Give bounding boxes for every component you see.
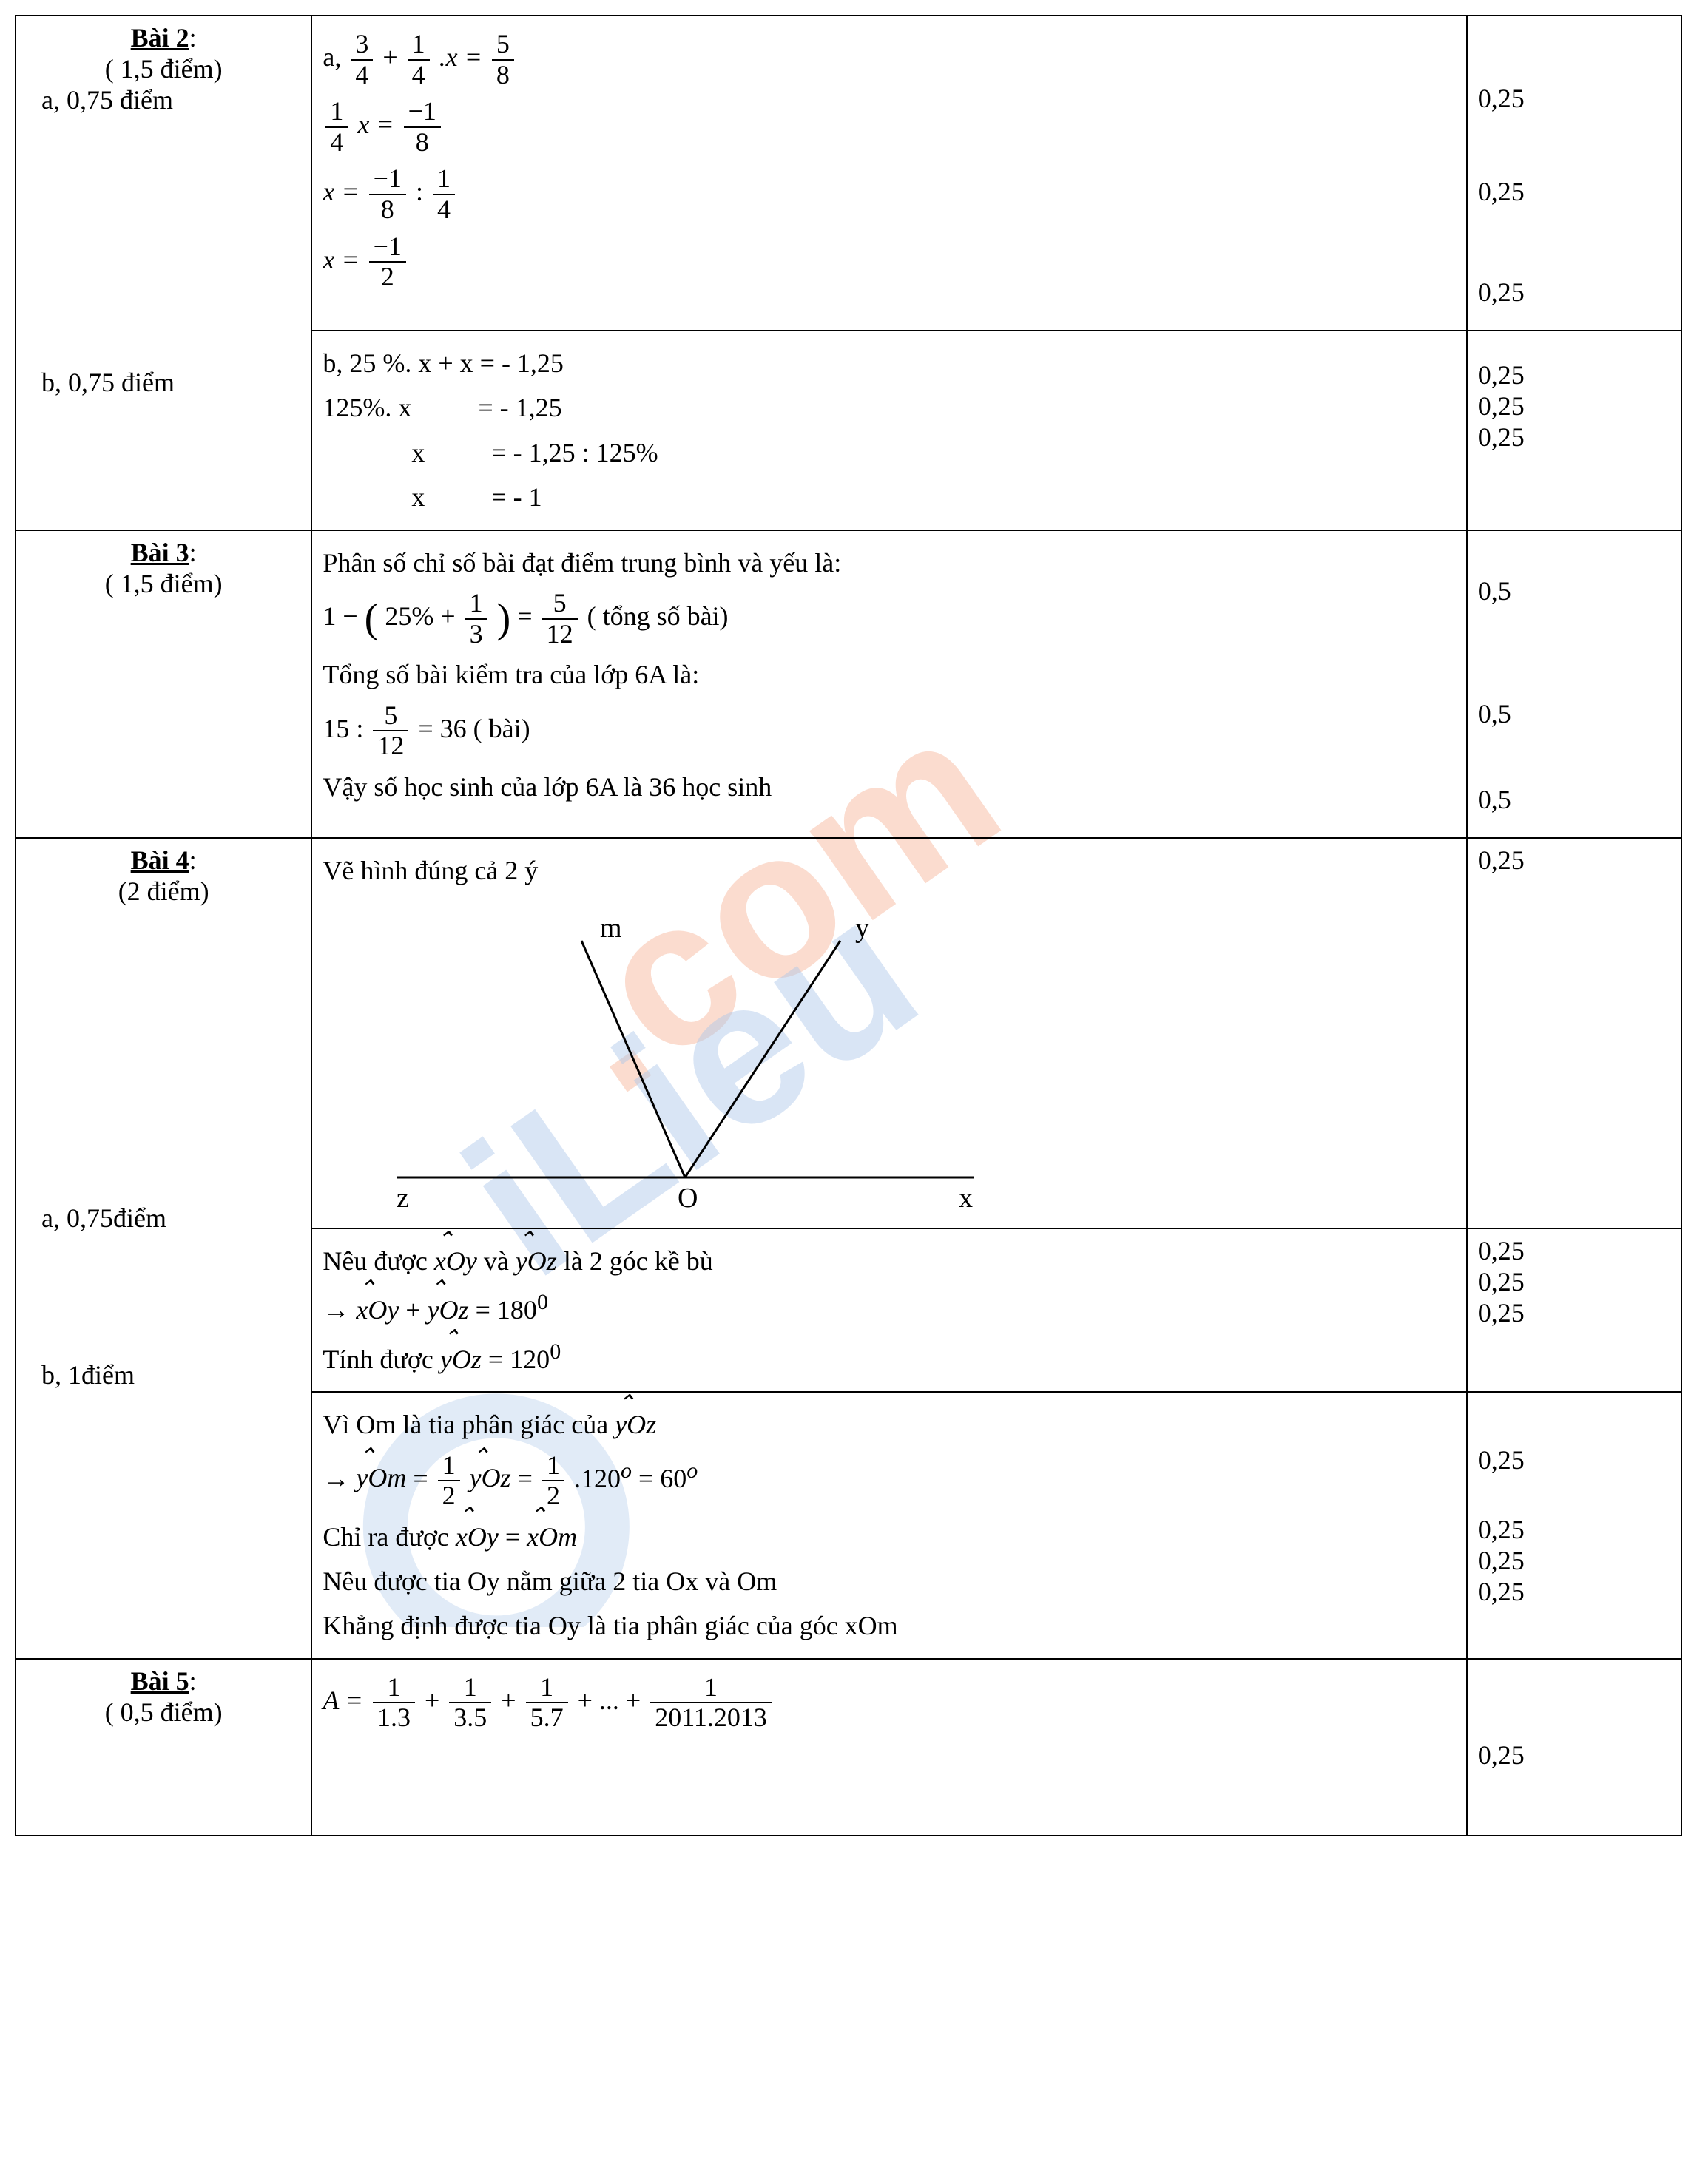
bai3-title: Bài 3 bbox=[131, 538, 189, 567]
bai4-b-label: b, 1điểm bbox=[27, 1359, 300, 1390]
label-y: y bbox=[855, 913, 869, 944]
bai2-a-content: a, 34 + 14 .x = 58 14 x = −18 x = −18 : … bbox=[311, 16, 1466, 331]
bai2-b-scores: 0,25 0,25 0,25 bbox=[1467, 331, 1681, 530]
bai5-points: ( 0,5 điểm) bbox=[27, 1697, 300, 1728]
bai5-title: Bài 5 bbox=[131, 1666, 189, 1696]
label-O: O bbox=[678, 1183, 698, 1214]
bai3-label-cell: Bài 3: ( 1,5 điểm) bbox=[16, 530, 311, 838]
grading-table: Bài 2: ( 1,5 điểm) a, 0,75 điểm b, 0,75 … bbox=[15, 15, 1682, 1836]
bai5-content: A = 11.3 + 13.5 + 15.7 + ... + 12011.201… bbox=[311, 1659, 1466, 1836]
bai4-a-scores: 0,25 0,25 0,25 bbox=[1467, 1228, 1681, 1392]
label-x: x bbox=[959, 1183, 973, 1214]
bai3-points: ( 1,5 điểm) bbox=[27, 568, 300, 599]
bai2-b-content: b, 25 %. x + x = - 1,25 125%. x = - 1,25… bbox=[311, 331, 1466, 530]
bai3-scores: 0,5 0,5 0,5 bbox=[1467, 530, 1681, 838]
label-z: z bbox=[397, 1183, 409, 1214]
bai2a-prefix: a, bbox=[323, 42, 348, 72]
bai2-b-label: b, 0,75 điểm bbox=[27, 367, 300, 398]
angle-diagram: m y z O x bbox=[352, 896, 1018, 1214]
bai2-a-label: a, 0,75 điểm bbox=[27, 84, 300, 115]
bai4-title: Bài 4 bbox=[131, 845, 189, 875]
bai4-b-content: Vì Om là tia phân giác của yOz → yOm = 1… bbox=[311, 1392, 1466, 1659]
bai4-a-content: Nêu được xOy và yOz là 2 góc kề bù → xOy… bbox=[311, 1228, 1466, 1392]
bai2-points: ( 1,5 điểm) bbox=[27, 53, 300, 84]
bai4-label-cell: Bài 4: (2 điểm) a, 0,75điểm b, 1điểm bbox=[16, 838, 311, 1659]
bai2-title: Bài 2 bbox=[131, 23, 189, 53]
bai2-a-scores: 0,25 0,25 0,25 bbox=[1467, 16, 1681, 331]
bai5-label-cell: Bài 5: ( 0,5 điểm) bbox=[16, 1659, 311, 1836]
bai4-points: (2 điểm) bbox=[27, 876, 300, 907]
bai2-label-cell: Bài 2: ( 1,5 điểm) a, 0,75 điểm b, 0,75 … bbox=[16, 16, 311, 530]
label-m: m bbox=[600, 913, 622, 944]
bai4-diagram-cell: Vẽ hình đúng cả 2 ý m y z O x bbox=[311, 838, 1466, 1228]
bai3-content: Phân số chỉ số bài đạt điểm trung bình v… bbox=[311, 530, 1466, 838]
bai5-score: 0,25 bbox=[1467, 1659, 1681, 1836]
bai4-b-scores: 0,25 0,25 0,25 0,25 bbox=[1467, 1392, 1681, 1659]
bai4-a-label: a, 0,75điểm bbox=[27, 1203, 300, 1234]
bai4-diagram-score: 0,25 bbox=[1467, 838, 1681, 1228]
